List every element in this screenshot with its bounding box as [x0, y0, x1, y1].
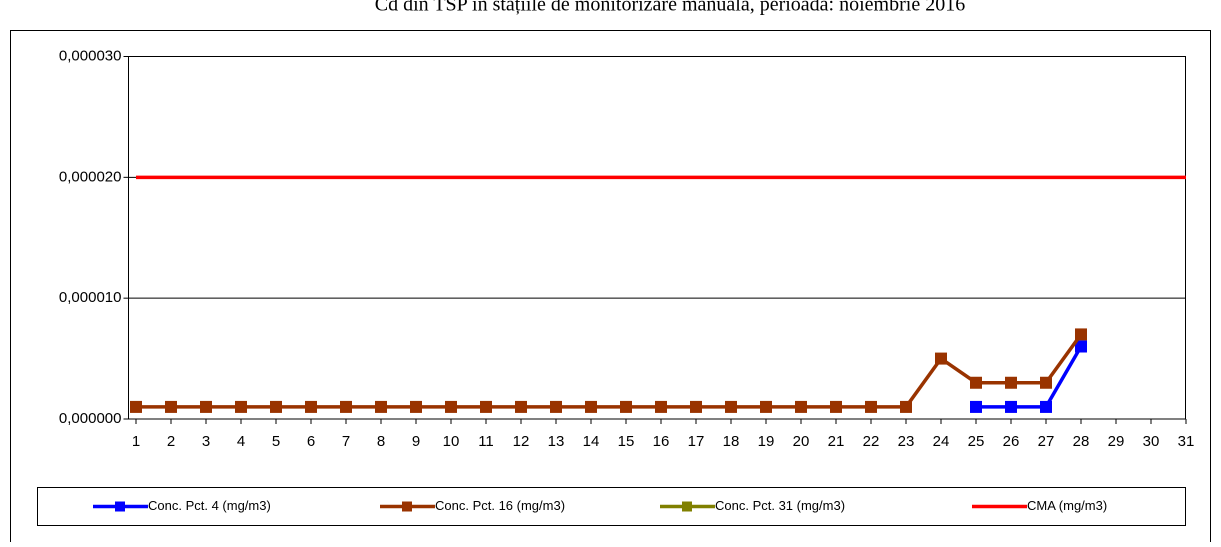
series-marker: [130, 400, 142, 413]
x-tick-label: 10: [443, 433, 460, 450]
legend-marker: [402, 501, 412, 512]
x-tick-label: 21: [828, 433, 845, 450]
x-tick-label: 30: [1143, 433, 1160, 450]
series-marker: [585, 400, 597, 413]
x-tick-label: 19: [758, 433, 775, 450]
series-marker: [480, 400, 492, 413]
legend-label: CMA (mg/m3): [1027, 498, 1107, 513]
x-tick-label: 11: [478, 433, 494, 450]
series-marker: [515, 400, 527, 413]
series-marker: [760, 400, 772, 413]
series-marker: [200, 400, 212, 413]
x-tick-label: 2: [167, 433, 175, 450]
chart-frame: [10, 30, 1211, 542]
legend-label: Conc. Pct. 4 (mg/m3): [148, 498, 271, 513]
series-marker: [865, 400, 877, 413]
series-marker: [1075, 328, 1087, 341]
x-tick-label: 31: [1178, 433, 1195, 450]
x-tick-label: 28: [1073, 433, 1090, 450]
series-marker: [620, 400, 632, 413]
series-marker: [410, 400, 422, 413]
legend-marker: [682, 501, 692, 512]
legend-marker: [115, 501, 125, 512]
series-line: [976, 345, 1083, 409]
series-marker: [1040, 400, 1052, 413]
x-tick-label: 3: [202, 433, 210, 450]
y-tick-label: 0,000030: [59, 47, 122, 64]
series-marker: [1075, 340, 1087, 353]
series-marker: [1040, 376, 1052, 389]
x-tick-label: 6: [307, 433, 315, 450]
series-marker: [900, 400, 912, 413]
legend: Conc. Pct. 4 (mg/m3) Conc. Pct. 16 (mg/m3…: [93, 498, 1107, 513]
chart-title: Cd din TSP în stațiile de monitorizare m…: [375, 0, 965, 16]
series-line: [136, 333, 1083, 409]
series-marker: [305, 400, 317, 413]
x-tick-label: 7: [342, 433, 350, 450]
series-marker: [270, 400, 282, 413]
x-tick-label: 14: [583, 433, 600, 450]
series-marker: [235, 400, 247, 413]
series-marker: [1005, 376, 1017, 389]
legend-label: Conc. Pct. 16 (mg/m3): [435, 498, 565, 513]
x-tick-label: 26: [1003, 433, 1020, 450]
series-marker: [445, 400, 457, 413]
x-tick-label: 4: [237, 433, 245, 450]
x-tick-label: 23: [898, 433, 915, 450]
x-tick-label: 1: [132, 433, 140, 450]
x-tick-label: 13: [548, 433, 565, 450]
x-tick-label: 18: [723, 433, 740, 450]
y-tick-label: 0,000020: [59, 168, 122, 185]
series-marker: [970, 376, 982, 389]
x-tick-label: 22: [863, 433, 880, 450]
series-marker: [375, 400, 387, 413]
x-tick-label: 27: [1038, 433, 1055, 450]
series-marker: [725, 400, 737, 413]
series-marker: [340, 400, 352, 413]
x-tick-label: 25: [968, 433, 985, 450]
x-tick-label: 12: [513, 433, 530, 450]
y-tick-label: 0,000000: [59, 410, 122, 427]
x-tick-label: 15: [618, 433, 635, 450]
x-tick-label: 29: [1108, 433, 1125, 450]
y-tick-label: 0,000010: [59, 289, 122, 306]
series-marker: [935, 352, 947, 365]
series-marker: [1005, 400, 1017, 413]
x-tick-label: 9: [412, 433, 420, 450]
series-marker: [655, 400, 667, 413]
series-marker: [830, 400, 842, 413]
series-marker: [165, 400, 177, 413]
series-marker: [970, 400, 982, 413]
series-marker: [690, 400, 702, 413]
series-marker: [550, 400, 562, 413]
x-tick-label: 24: [933, 433, 950, 450]
legend-label: Conc. Pct. 31 (mg/m3): [715, 498, 845, 513]
x-tick-label: 8: [377, 433, 385, 450]
x-tick-label: 5: [272, 433, 280, 450]
x-tick-label: 17: [688, 433, 705, 450]
plot-area: [128, 56, 1186, 420]
x-tick-label: 20: [793, 433, 810, 450]
x-tick-label: 16: [653, 433, 670, 450]
series-marker: [795, 400, 807, 413]
